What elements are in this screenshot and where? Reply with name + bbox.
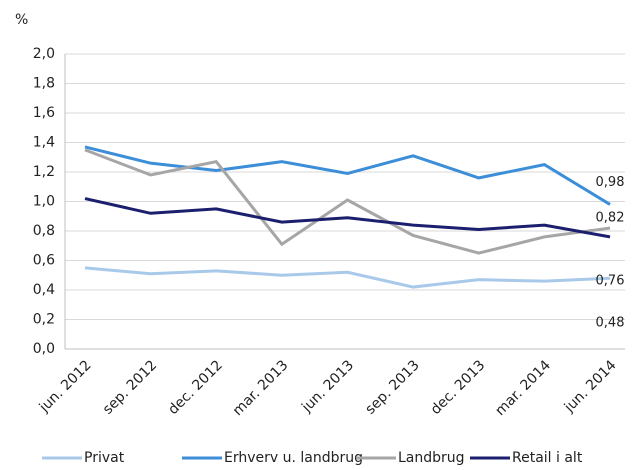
y-tick-label: 1,4 [33, 135, 55, 151]
y-tick-label: 0,4 [33, 282, 55, 298]
legend-label: Landbrug [398, 450, 465, 466]
y-tick-label: 1,6 [33, 105, 55, 121]
y-tick-label: 1,2 [33, 164, 55, 180]
legend-label: Privat [84, 450, 125, 466]
y-tick-label: 0,6 [33, 253, 55, 269]
x-tick-label: jun. 2012 [36, 357, 95, 416]
legend-label: Erhverv u. landbrug [224, 450, 363, 466]
y-axis-label: % [15, 12, 28, 28]
series-line [84, 197, 611, 239]
data-label: 0,76 [596, 273, 625, 288]
legend-label: Retail i alt [512, 450, 583, 466]
x-tick-label: dec. 2013 [428, 357, 489, 418]
y-tick-label: 1,8 [33, 76, 55, 92]
y-tick-label: 0,2 [33, 312, 55, 328]
y-tick-label: 0,8 [33, 223, 55, 239]
x-tick-label: sep. 2013 [362, 357, 422, 417]
data-label: 0,98 [596, 175, 625, 190]
y-tick-label: 2,0 [33, 46, 55, 62]
data-label: 0,82 [596, 211, 625, 226]
series-line [84, 266, 611, 289]
x-tick-label: jun. 2013 [298, 357, 357, 416]
x-tick-label: jun. 2014 [561, 357, 620, 416]
y-tick-label: 1,0 [33, 194, 55, 210]
data-label: 0,48 [596, 316, 625, 331]
x-tick-label: mar. 2014 [492, 357, 554, 419]
x-tick-label: dec. 2012 [165, 357, 226, 418]
y-tick-label: 0,0 [33, 341, 55, 357]
x-tick-label: mar. 2013 [230, 357, 292, 419]
series-line [84, 145, 611, 206]
series-line [84, 148, 611, 255]
x-tick-label: sep. 2012 [100, 357, 160, 417]
